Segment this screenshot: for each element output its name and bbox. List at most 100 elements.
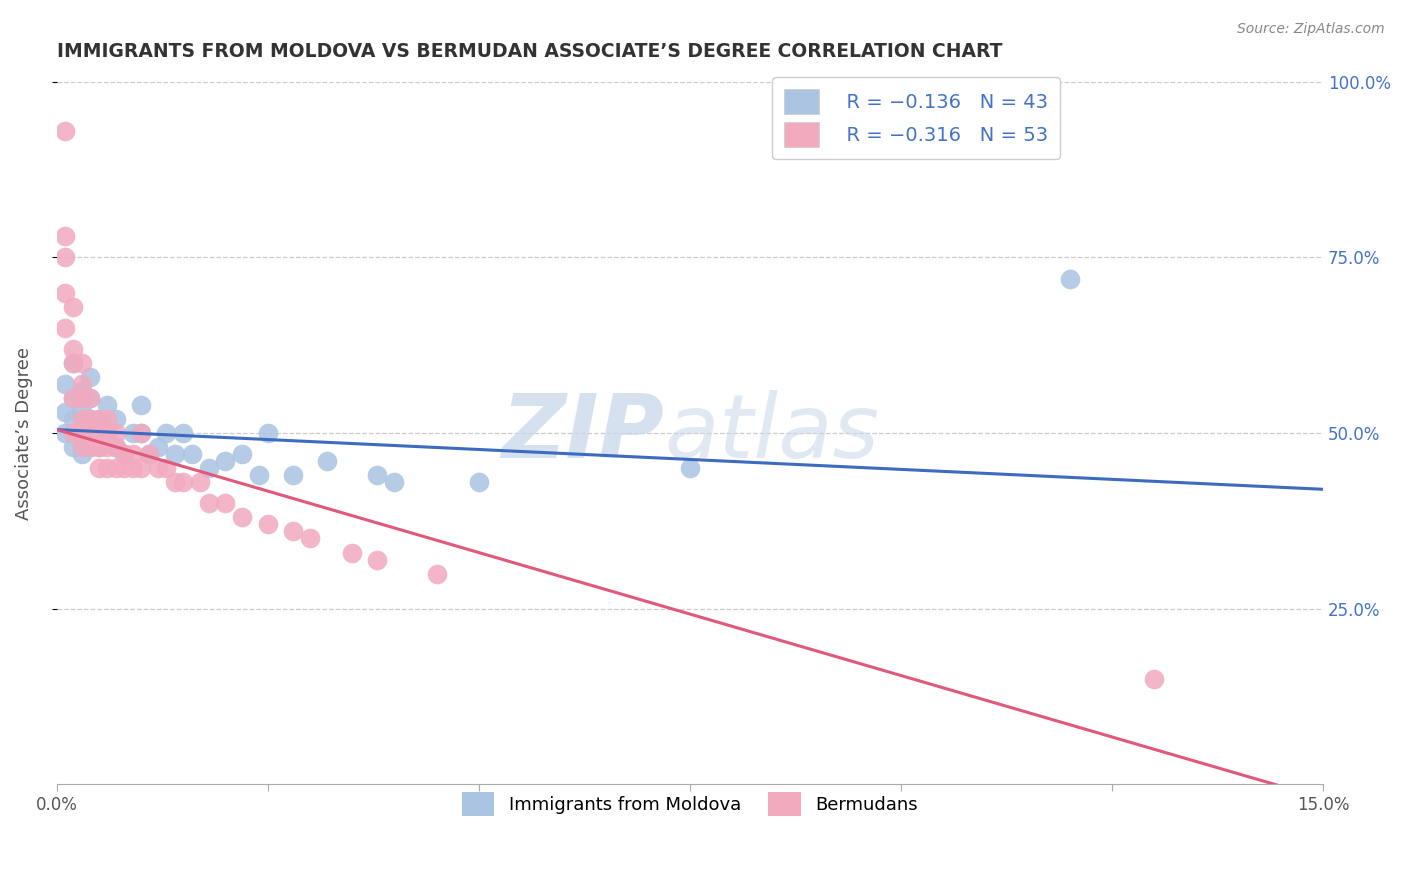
Point xyxy=(87,440,110,454)
Point xyxy=(96,440,118,454)
Point xyxy=(366,468,388,483)
Point xyxy=(172,475,194,490)
Point xyxy=(104,461,127,475)
Point xyxy=(180,447,202,461)
Point xyxy=(70,440,93,454)
Point xyxy=(231,510,253,524)
Point xyxy=(70,405,93,419)
Point xyxy=(87,412,110,426)
Point xyxy=(104,412,127,426)
Point xyxy=(70,412,93,426)
Point xyxy=(197,496,219,510)
Point xyxy=(112,447,135,461)
Point xyxy=(53,285,76,300)
Point xyxy=(426,566,449,581)
Point xyxy=(214,496,236,510)
Point xyxy=(79,440,101,454)
Point xyxy=(53,229,76,244)
Point xyxy=(172,426,194,441)
Point xyxy=(129,461,152,475)
Point xyxy=(138,447,160,461)
Point xyxy=(121,426,143,441)
Text: ZIP: ZIP xyxy=(502,390,665,476)
Point xyxy=(70,426,93,441)
Point xyxy=(104,440,127,454)
Text: Source: ZipAtlas.com: Source: ZipAtlas.com xyxy=(1237,22,1385,37)
Point xyxy=(129,426,152,441)
Point xyxy=(256,426,278,441)
Point xyxy=(79,412,101,426)
Text: atlas: atlas xyxy=(665,390,879,476)
Point xyxy=(53,376,76,391)
Point xyxy=(79,426,101,441)
Point xyxy=(163,475,186,490)
Point xyxy=(87,440,110,454)
Point xyxy=(87,426,110,441)
Legend: Immigrants from Moldova, Bermudans: Immigrants from Moldova, Bermudans xyxy=(453,783,927,824)
Point xyxy=(70,391,93,405)
Point xyxy=(62,391,84,405)
Point xyxy=(281,524,304,539)
Point xyxy=(197,461,219,475)
Point xyxy=(129,398,152,412)
Point xyxy=(247,468,270,483)
Point xyxy=(146,461,169,475)
Point xyxy=(112,447,135,461)
Point xyxy=(53,405,76,419)
Point xyxy=(70,376,93,391)
Point xyxy=(79,370,101,384)
Point xyxy=(1143,672,1166,686)
Point xyxy=(138,447,160,461)
Point xyxy=(366,552,388,566)
Y-axis label: Associate’s Degree: Associate’s Degree xyxy=(15,347,32,520)
Text: IMMIGRANTS FROM MOLDOVA VS BERMUDAN ASSOCIATE’S DEGREE CORRELATION CHART: IMMIGRANTS FROM MOLDOVA VS BERMUDAN ASSO… xyxy=(56,42,1002,61)
Point xyxy=(281,468,304,483)
Point xyxy=(79,391,101,405)
Point xyxy=(214,454,236,468)
Point xyxy=(53,320,76,334)
Point xyxy=(468,475,491,490)
Point xyxy=(112,461,135,475)
Point xyxy=(79,391,101,405)
Point xyxy=(70,356,93,370)
Point xyxy=(62,300,84,314)
Point xyxy=(70,426,93,441)
Point xyxy=(188,475,211,490)
Point xyxy=(1059,271,1081,285)
Point xyxy=(104,440,127,454)
Point xyxy=(146,440,169,454)
Point xyxy=(53,124,76,138)
Point xyxy=(129,426,152,441)
Point xyxy=(231,447,253,461)
Point xyxy=(104,426,127,441)
Point xyxy=(96,398,118,412)
Point xyxy=(96,412,118,426)
Point xyxy=(53,426,76,441)
Point xyxy=(62,440,84,454)
Point xyxy=(96,426,118,441)
Point xyxy=(62,426,84,441)
Point xyxy=(79,440,101,454)
Point xyxy=(155,461,177,475)
Point xyxy=(70,447,93,461)
Point xyxy=(256,517,278,532)
Point xyxy=(382,475,405,490)
Point xyxy=(679,461,702,475)
Point xyxy=(62,391,84,405)
Point xyxy=(70,384,93,398)
Point xyxy=(121,461,143,475)
Point xyxy=(62,412,84,426)
Point xyxy=(79,412,101,426)
Point xyxy=(96,426,118,441)
Point xyxy=(87,412,110,426)
Point xyxy=(62,356,84,370)
Point xyxy=(163,447,186,461)
Point xyxy=(315,454,337,468)
Point xyxy=(155,426,177,441)
Point xyxy=(62,342,84,356)
Point xyxy=(340,545,363,559)
Point xyxy=(96,461,118,475)
Point xyxy=(121,447,143,461)
Point xyxy=(87,461,110,475)
Point xyxy=(62,356,84,370)
